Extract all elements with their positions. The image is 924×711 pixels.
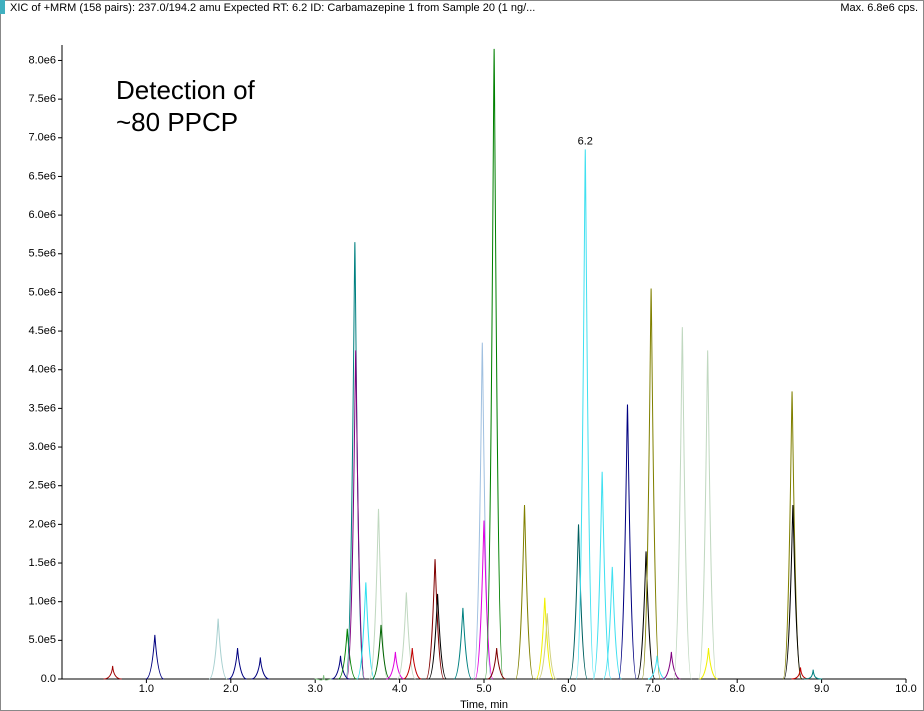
- peak: [356, 582, 376, 680]
- peak: [314, 675, 333, 681]
- peak: [647, 655, 667, 680]
- peak: [428, 593, 448, 680]
- peak: [698, 350, 718, 680]
- y-tick-label: 6.0e6: [28, 209, 56, 221]
- peak: [484, 48, 504, 680]
- peak: [575, 149, 595, 680]
- x-tick-label: 2.0: [223, 683, 238, 695]
- peak: [331, 655, 350, 680]
- y-tick-label: 3.5e6: [28, 402, 56, 414]
- peak: [662, 651, 681, 680]
- peak: [474, 520, 494, 680]
- y-tick-label: 4.0e6: [28, 364, 56, 376]
- y-tick-label: 2.5e6: [28, 480, 56, 492]
- x-axis-label: Time, min: [460, 699, 508, 711]
- peak: [228, 648, 247, 680]
- peak: [403, 648, 422, 680]
- peak: [672, 327, 692, 680]
- peak: [425, 559, 445, 680]
- x-tick-label: 10.0: [895, 683, 916, 695]
- y-tick-label: 7.5e6: [28, 93, 56, 105]
- annotation: Detection of: [116, 75, 256, 105]
- peak: [783, 505, 803, 680]
- peak: [145, 634, 165, 680]
- peak: [337, 628, 357, 680]
- peak: [386, 651, 405, 680]
- peak: [804, 669, 823, 680]
- annotation: ~80 PPCP: [116, 107, 238, 137]
- peak: [592, 471, 612, 680]
- max-label: Max. 6.8e6 cps.: [840, 2, 918, 14]
- peak: [346, 350, 366, 680]
- peak: [371, 624, 391, 680]
- x-tick-label: 9.0: [814, 683, 829, 695]
- peak: [103, 665, 122, 680]
- y-tick-label: 4.5e6: [28, 325, 56, 337]
- x-tick-label: 1.0: [139, 683, 154, 695]
- peak: [515, 505, 534, 680]
- x-tick-label: 5.0: [476, 683, 491, 695]
- peak: [487, 648, 506, 680]
- peak: [791, 667, 810, 680]
- peak: [617, 404, 637, 680]
- peak: [699, 648, 718, 680]
- y-tick-label: 8.0e6: [28, 54, 56, 66]
- peak: [535, 597, 555, 680]
- peak-label: 6.2: [578, 135, 593, 147]
- y-tick-label: 1.5e6: [28, 557, 56, 569]
- peak: [537, 613, 557, 680]
- y-tick-label: 2.0e6: [28, 518, 56, 530]
- peak: [569, 524, 589, 680]
- x-tick-label: 3.0: [308, 683, 323, 695]
- y-tick-label: 1.0e6: [28, 596, 56, 608]
- peak: [453, 607, 473, 680]
- x-tick-label: 8.0: [730, 683, 745, 695]
- y-tick-label: 6.5e6: [28, 170, 56, 182]
- peak: [602, 566, 622, 680]
- peak: [208, 618, 228, 680]
- x-tick-label: 6.0: [561, 683, 576, 695]
- y-tick-label: 3.0e6: [28, 441, 56, 453]
- peak: [251, 657, 270, 680]
- peak: [636, 551, 656, 680]
- y-tick-label: 7.0e6: [28, 132, 56, 144]
- peak: [641, 288, 661, 680]
- x-tick-label: 7.0: [645, 683, 660, 695]
- y-tick-label: 0.0: [41, 673, 56, 685]
- y-tick-label: 5.5e6: [28, 248, 56, 260]
- y-tick-label: 5.0e5: [28, 634, 56, 646]
- title-marker: [0, 0, 5, 14]
- y-tick-label: 5.0e6: [28, 286, 56, 298]
- x-tick-label: 4.0: [392, 683, 407, 695]
- peak: [369, 508, 388, 680]
- chart-title: XIC of +MRM (158 pairs): 237.0/194.2 amu…: [10, 2, 535, 14]
